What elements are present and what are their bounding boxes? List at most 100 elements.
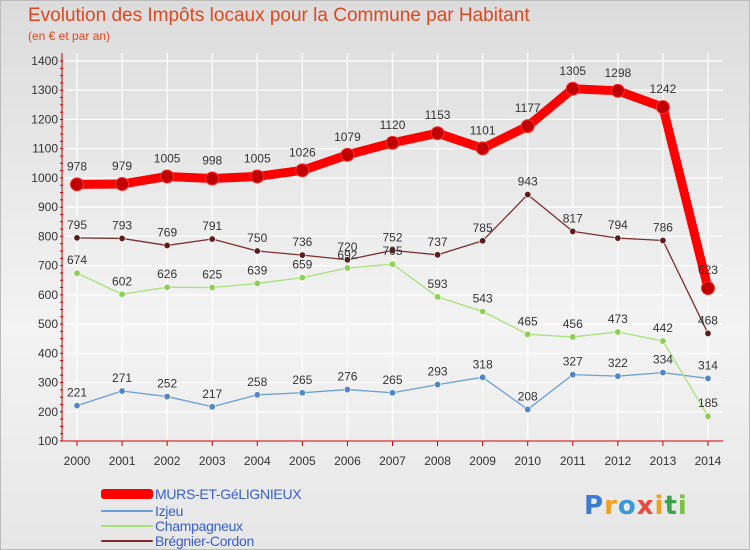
data-point-2: [343, 264, 351, 272]
y-tick-label: 400: [38, 346, 58, 360]
legend-swatch: [101, 510, 153, 512]
legend-label: Brégnier-Cordon: [155, 533, 254, 549]
data-point-2: [253, 279, 261, 287]
legend-item: Izjeu: [101, 503, 183, 519]
x-tick-label: 2005: [289, 454, 316, 468]
data-point-3: [118, 234, 126, 242]
data-label: 791: [202, 219, 222, 233]
data-label: 639: [247, 263, 267, 277]
data-point-2: [524, 330, 532, 338]
data-label: 252: [157, 377, 177, 391]
data-label: 1101: [470, 123, 496, 137]
data-point-3: [434, 251, 442, 259]
data-point-2: [434, 293, 442, 301]
data-label: 705: [382, 244, 402, 258]
legend-item: MURS-ET-GéLIGNIEUX: [101, 486, 302, 502]
data-label: 1298: [604, 66, 631, 80]
data-label: 473: [608, 312, 628, 326]
data-label: 1005: [154, 151, 181, 165]
data-point-3: [343, 256, 351, 264]
chart-title: Evolution des Impôts locaux pour la Comm…: [28, 5, 530, 26]
data-label: 978: [67, 159, 87, 173]
data-label: 795: [67, 218, 87, 232]
data-label: 543: [473, 292, 493, 306]
data-point-1: [524, 405, 532, 413]
data-label: 736: [292, 235, 312, 249]
data-point-0: [655, 100, 670, 115]
data-label: 794: [608, 218, 628, 232]
data-point-3: [614, 234, 622, 242]
data-point-0: [385, 135, 400, 150]
data-point-0: [250, 169, 265, 184]
data-point-0: [340, 147, 355, 162]
data-label: 327: [563, 355, 583, 369]
data-label: 793: [112, 218, 132, 232]
x-tick-label: 2006: [334, 454, 361, 468]
data-label: 276: [337, 370, 357, 384]
chart-subtitle: (en € et par an): [28, 29, 111, 43]
x-tick-label: 2000: [64, 454, 91, 468]
data-label: 602: [112, 274, 132, 288]
data-point-2: [118, 290, 126, 298]
data-label: 769: [157, 225, 177, 239]
x-tick-label: 2010: [514, 454, 541, 468]
data-point-3: [253, 247, 261, 255]
x-tick-label: 2004: [244, 454, 271, 468]
data-point-2: [73, 269, 81, 277]
data-label: 817: [563, 211, 583, 225]
data-label: 998: [202, 154, 222, 168]
data-point-2: [388, 260, 396, 268]
legend-item: Brégnier-Cordon: [101, 533, 254, 549]
data-label: 1153: [425, 108, 451, 122]
data-label: 456: [563, 317, 583, 331]
data-label: 265: [292, 373, 312, 387]
data-label: 692: [337, 248, 357, 262]
data-label: 786: [653, 220, 673, 234]
data-point-3: [163, 241, 171, 249]
data-label: 625: [202, 268, 222, 282]
y-tick-label: 900: [38, 200, 58, 214]
y-tick-label: 700: [38, 259, 58, 273]
data-label: 659: [292, 258, 312, 272]
legend-swatch: [101, 525, 153, 527]
data-point-2: [479, 308, 487, 316]
data-label: 979: [112, 159, 132, 173]
logo-letter: P: [584, 491, 605, 521]
legend-label: MURS-ET-GéLIGNIEUX: [155, 486, 302, 502]
data-label: 1079: [334, 130, 361, 144]
data-label: 1026: [289, 145, 316, 159]
data-label: 674: [67, 253, 87, 267]
data-point-3: [659, 236, 667, 244]
data-label: 750: [247, 231, 267, 245]
data-point-1: [298, 389, 306, 397]
data-point-1: [388, 389, 396, 397]
y-tick-label: 500: [38, 317, 58, 331]
data-label: 314: [698, 358, 718, 372]
data-label: 465: [518, 314, 538, 328]
data-point-3: [388, 246, 396, 254]
data-point-1: [479, 373, 487, 381]
data-label: 752: [382, 230, 402, 244]
logo-letter: r: [604, 491, 618, 521]
data-point-1: [434, 381, 442, 389]
data-point-2: [704, 412, 712, 420]
data-label: 318: [473, 357, 493, 371]
data-label: 720: [337, 240, 357, 254]
data-point-3: [524, 191, 532, 199]
y-tick-label: 1200: [31, 112, 58, 126]
x-tick-label: 2003: [199, 454, 226, 468]
logo-letter: o: [617, 491, 637, 521]
data-point-1: [704, 374, 712, 382]
data-point-0: [520, 119, 535, 134]
data-point-2: [163, 283, 171, 291]
data-label: 334: [653, 353, 673, 367]
logo-letter: i: [677, 491, 688, 521]
legend-swatch: [101, 540, 153, 542]
x-tick-label: 2007: [379, 454, 406, 468]
data-point-1: [614, 372, 622, 380]
data-label: 626: [157, 267, 177, 281]
data-point-2: [298, 274, 306, 282]
data-point-0: [295, 163, 310, 178]
data-point-1: [343, 386, 351, 394]
x-tick-label: 2011: [560, 454, 586, 468]
